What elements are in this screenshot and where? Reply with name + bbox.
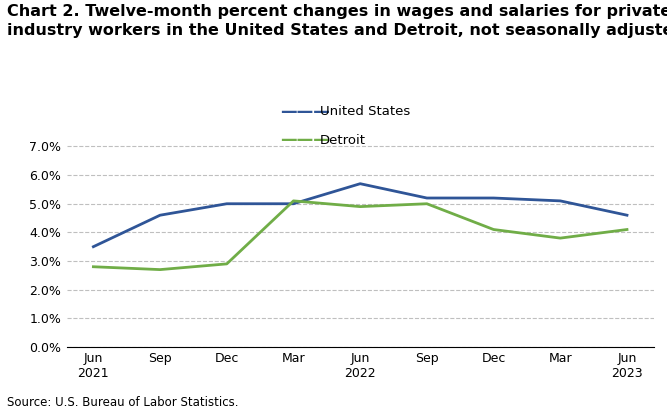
- Text: Detroit: Detroit: [320, 134, 366, 147]
- Text: United States: United States: [320, 105, 410, 118]
- Text: Chart 2. Twelve-month percent changes in wages and salaries for private
industry: Chart 2. Twelve-month percent changes in…: [7, 4, 667, 38]
- Text: ———: ———: [280, 131, 330, 150]
- Text: Source: U.S. Bureau of Labor Statistics.: Source: U.S. Bureau of Labor Statistics.: [7, 396, 238, 409]
- Text: ———: ———: [280, 102, 330, 121]
